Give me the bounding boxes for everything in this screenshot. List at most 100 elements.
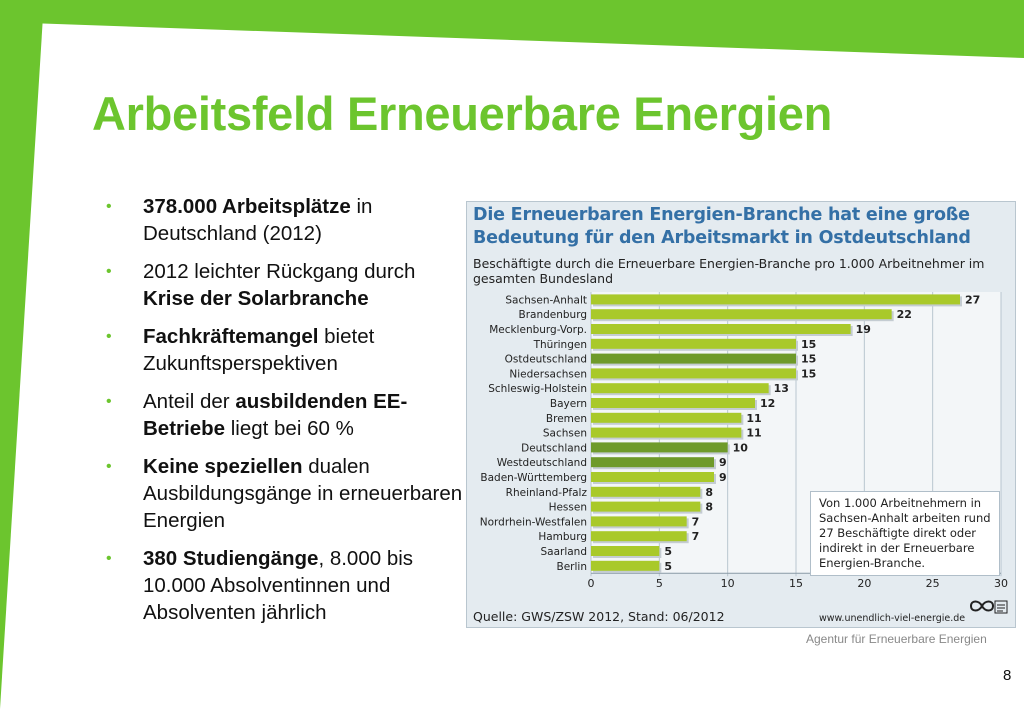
x-tick-label: 0 bbox=[588, 577, 595, 590]
bullet-emphasis: Krise der Solarbranche bbox=[143, 287, 369, 310]
category-label: Niedersachsen bbox=[509, 368, 587, 380]
chart-subtitle: Beschäftigte durch die Erneuerbare Energ… bbox=[473, 256, 985, 286]
x-tick-label: 5 bbox=[656, 577, 663, 590]
bullet-emphasis: ausbildenden EE-Betriebe bbox=[143, 390, 408, 440]
bullet-text: liegt bei 60 % bbox=[225, 417, 354, 440]
bullet-item: • 378.000 Arbeitsplätze in Deutschland (2… bbox=[106, 193, 466, 247]
data-label: 7 bbox=[692, 515, 700, 528]
bar bbox=[591, 338, 796, 349]
bar bbox=[591, 442, 728, 453]
bar bbox=[591, 516, 687, 527]
data-label: 27 bbox=[965, 293, 980, 306]
data-label: 22 bbox=[897, 308, 912, 321]
category-label: Rheinland-Pfalz bbox=[506, 487, 588, 499]
chart-panel: 0 5 10 15 20 25 30 Sachsen-Anhalt 27 Brandenburg 2… bbox=[466, 201, 1016, 628]
data-label: 10 bbox=[733, 441, 749, 454]
bar bbox=[591, 560, 660, 571]
slide-title: Arbeitsfeld Erneuerbare Energien bbox=[92, 87, 833, 140]
bar bbox=[591, 472, 714, 482]
bar bbox=[591, 531, 687, 542]
bar bbox=[591, 324, 851, 334]
data-label: 12 bbox=[760, 397, 775, 410]
category-label: Deutschland bbox=[521, 442, 587, 454]
data-label: 7 bbox=[692, 530, 700, 543]
bullet-emphasis: 378.000 Arbeitsplätze bbox=[143, 195, 351, 218]
data-label: 19 bbox=[856, 323, 871, 336]
bullet-item: • 2012 leichter Rückgang durch Krise der … bbox=[106, 258, 466, 312]
bar bbox=[591, 486, 701, 497]
bar bbox=[591, 457, 714, 468]
footer-agency: Agentur für Erneuerbare Energien bbox=[806, 632, 987, 646]
data-label: 15 bbox=[801, 338, 816, 351]
bullet-dot-icon: • bbox=[106, 393, 112, 410]
chart-annotation: Von 1.000 Arbeitnehmern in Sachsen-Anhal… bbox=[810, 491, 1000, 576]
category-label: Sachsen-Anhalt bbox=[505, 294, 587, 306]
bar bbox=[591, 412, 742, 423]
data-label: 9 bbox=[719, 456, 727, 469]
bar bbox=[591, 398, 755, 408]
x-tick-label: 15 bbox=[789, 577, 803, 590]
bullet-item: • Keine speziellen dualen Ausbildungsgäng… bbox=[106, 453, 466, 534]
bullet-dot-icon: • bbox=[106, 458, 112, 475]
agency-logo-icon bbox=[969, 600, 1008, 614]
bar bbox=[591, 383, 769, 394]
page-number: 8 bbox=[1003, 667, 1012, 684]
category-label: Hessen bbox=[549, 502, 587, 514]
data-label: 15 bbox=[801, 367, 816, 380]
chart-source: Quelle: GWS/ZSW 2012, Stand: 06/2012 bbox=[473, 609, 725, 624]
data-label: 13 bbox=[774, 382, 789, 395]
category-label: Brandenburg bbox=[518, 309, 587, 321]
top-green-band bbox=[0, 0, 1024, 58]
bar bbox=[591, 546, 660, 556]
x-tick-label: 30 bbox=[994, 577, 1008, 590]
data-label: 11 bbox=[746, 412, 761, 425]
data-label: 11 bbox=[746, 427, 761, 440]
bar bbox=[591, 368, 796, 379]
x-tick-label: 20 bbox=[857, 577, 871, 590]
bullet-text: in Deutschland (2012) bbox=[143, 195, 373, 245]
bullet-text: 2012 leichter Rückgang durch bbox=[143, 260, 416, 283]
bar-chart: 0 5 10 15 20 25 30 Sachsen-Anhalt 27 Brandenburg 2… bbox=[480, 292, 1008, 590]
bullet-item: • 380 Studiengänge, 8.000 bis 10.000 Abso… bbox=[106, 545, 466, 626]
category-label: Ostdeutschland bbox=[505, 354, 587, 366]
category-label: Bayern bbox=[550, 398, 587, 410]
data-label: 5 bbox=[664, 545, 672, 558]
bullet-emphasis: Keine speziellen bbox=[143, 455, 303, 478]
category-label: Mecklenburg-Vorp. bbox=[489, 324, 587, 336]
bar bbox=[591, 309, 892, 320]
category-label: Berlin bbox=[557, 561, 587, 573]
bar bbox=[591, 294, 960, 305]
bullet-dot-icon: • bbox=[106, 263, 112, 280]
category-label: Sachsen bbox=[543, 428, 587, 440]
category-label: Schleswig-Holstein bbox=[488, 383, 587, 395]
bullet-text: , 8.000 bis 10.000 Absolventinnen und Ab… bbox=[143, 547, 414, 624]
category-label: Westdeutschland bbox=[497, 457, 587, 469]
bullet-text: Anteil der bbox=[143, 390, 236, 413]
category-label: Thüringen bbox=[533, 339, 587, 351]
data-label: 8 bbox=[705, 501, 713, 514]
bar bbox=[591, 427, 742, 438]
bar bbox=[591, 353, 796, 364]
bullet-item: • Fachkräftemangel bietet Zukunftsperspek… bbox=[106, 323, 466, 377]
x-tick-label: 10 bbox=[721, 577, 735, 590]
bullet-dot-icon: • bbox=[106, 550, 112, 567]
data-label: 15 bbox=[801, 353, 816, 366]
category-label: Hamburg bbox=[538, 531, 587, 543]
bar bbox=[591, 501, 701, 512]
category-label: Bremen bbox=[546, 413, 587, 425]
bullet-dot-icon: • bbox=[106, 198, 112, 215]
bullet-dot-icon: • bbox=[106, 328, 112, 345]
bullet-list: • 378.000 Arbeitsplätze in Deutschland (2… bbox=[106, 193, 466, 637]
bullet-text: dualen Ausbildungsgänge in erneuerbaren … bbox=[143, 455, 463, 532]
data-label: 5 bbox=[664, 560, 672, 573]
bullet-item: • Anteil der ausbildenden EE-Betriebe lie… bbox=[106, 388, 466, 442]
bullet-emphasis: 380 Studiengänge bbox=[143, 547, 319, 570]
data-label: 9 bbox=[719, 471, 727, 484]
x-tick-label: 25 bbox=[926, 577, 940, 590]
data-label: 8 bbox=[705, 486, 713, 499]
category-label: Baden-Württemberg bbox=[480, 472, 587, 484]
chart-url: www.unendlich-viel-energie.de bbox=[819, 613, 966, 624]
bullet-text: bietet Zukunftsperspektiven bbox=[143, 325, 375, 375]
left-green-band bbox=[0, 0, 44, 709]
